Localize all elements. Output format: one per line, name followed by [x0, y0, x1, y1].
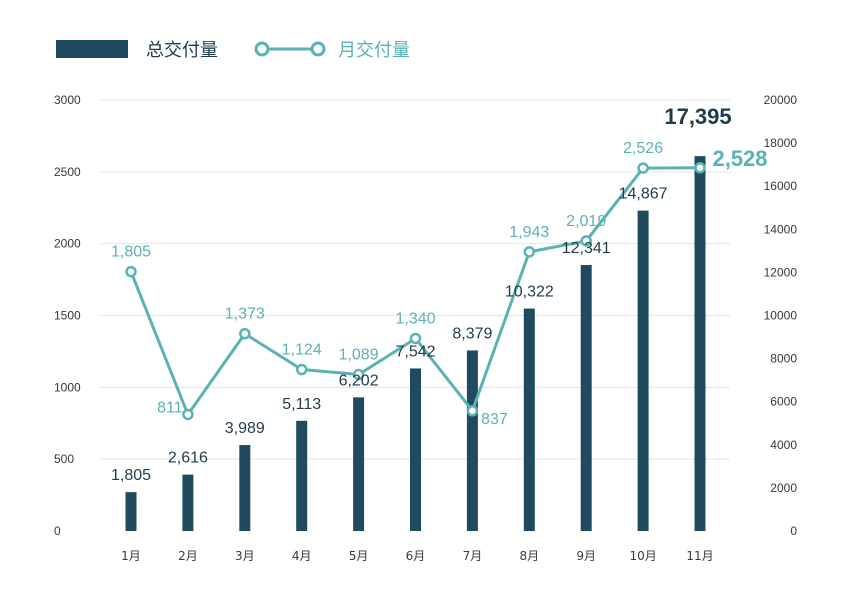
line-data-label: 1,805	[111, 244, 151, 261]
bar-data-label: 6,202	[339, 372, 379, 389]
left-tick-label: 0	[54, 524, 61, 538]
right-tick-label: 12000	[764, 265, 798, 279]
line-data-label: 811	[157, 399, 183, 416]
line-data-label: 2,526	[623, 140, 663, 157]
line-point	[295, 363, 308, 376]
bar-labels: 1,805 2,616 3,989 5,113 6,202 7,542 8,379 10,32…	[111, 104, 732, 484]
line-point	[523, 246, 536, 258]
line-data-label: 2,019	[566, 213, 606, 230]
right-tick-label: 18000	[764, 136, 798, 150]
x-tick-label: 9月	[576, 549, 596, 563]
x-tick-label: 7月	[463, 549, 483, 563]
line-labels: 1,805 811 1,373 1,124 1,089 1,340 837 1,943 2,01…	[111, 140, 768, 428]
bar	[637, 210, 649, 531]
right-tick-label: 16000	[764, 179, 798, 193]
bar-data-label: 12,341	[562, 240, 611, 257]
bar-data-label: 7,542	[395, 343, 435, 360]
right-tick-label: 2000	[770, 481, 797, 495]
bar	[694, 156, 706, 531]
x-tick-label: 6月	[406, 549, 426, 563]
line-point	[352, 368, 365, 381]
right-tick-label: 0	[790, 524, 797, 538]
right-tick-label: 10000	[764, 309, 798, 323]
bar	[239, 445, 251, 531]
line-point	[182, 408, 194, 421]
right-tick-label: 6000	[770, 395, 797, 409]
bar-data-label: 5,113	[282, 396, 321, 413]
left-tick-label: 1000	[54, 380, 81, 394]
line-point	[580, 235, 592, 247]
bar-series	[125, 156, 706, 531]
line-data-label: 1,340	[395, 310, 435, 327]
x-tick-label: 10月	[629, 549, 656, 563]
legend-bar-swatch	[56, 40, 128, 58]
bar-data-label: 10,322	[505, 284, 554, 301]
legend: 总交付量 月交付量	[56, 40, 410, 61]
line-data-label: 2,528	[712, 146, 767, 171]
line-point	[466, 405, 479, 417]
line-point	[694, 162, 706, 174]
bar	[523, 308, 535, 531]
bar-data-label: 14,867	[619, 186, 668, 203]
bar	[410, 368, 421, 531]
bar	[125, 492, 137, 531]
line-point	[637, 162, 649, 174]
x-tick-label: 11月	[686, 549, 713, 563]
line-data-label: 1,373	[225, 306, 265, 323]
line-series	[125, 162, 706, 421]
left-tick-label: 2000	[54, 237, 81, 251]
line-data-label: 1,943	[509, 224, 549, 241]
bar	[182, 474, 194, 531]
bar	[580, 265, 592, 531]
x-tick-label: 3月	[235, 549, 255, 563]
x-tick-label: 2月	[178, 549, 198, 563]
x-tick-label: 1月	[121, 549, 141, 563]
right-axis: 0 2000 4000 6000 8000 10000 12000 14000 16000 180…	[764, 93, 798, 538]
bar-data-label: 17,395	[664, 104, 731, 129]
right-tick-label: 20000	[764, 93, 798, 107]
line-data-label: 1,124	[282, 342, 322, 359]
bar-data-label: 1,805	[111, 467, 151, 484]
bar	[353, 397, 365, 531]
line-data-label: 837	[481, 411, 508, 428]
line-point	[409, 332, 422, 345]
left-axis: 0 500 1000 1500 2000 2500 3000	[54, 93, 81, 538]
line-point	[125, 265, 137, 278]
line-point	[239, 327, 251, 340]
bar	[466, 350, 478, 531]
left-tick-label: 500	[54, 452, 74, 466]
x-tick-label: 8月	[519, 549, 539, 563]
right-tick-label: 14000	[764, 222, 798, 236]
left-tick-label: 1500	[54, 309, 81, 323]
line-data-label: 1,089	[339, 347, 379, 364]
legend-bar-label: 总交付量	[146, 40, 218, 61]
left-tick-label: 2500	[54, 165, 81, 179]
x-tick-label: 4月	[292, 549, 312, 563]
legend-line-label: 月交付量	[338, 40, 410, 61]
bar-data-label: 3,989	[225, 420, 265, 437]
x-axis: 1月 2月 3月 4月 5月 6月 7月 8月 9月 10月 11月	[121, 549, 713, 563]
bar	[296, 420, 308, 531]
left-tick-label: 3000	[54, 93, 81, 107]
right-tick-label: 4000	[770, 438, 797, 452]
x-tick-label: 5月	[349, 549, 369, 563]
bar-data-label: 2,616	[168, 450, 208, 467]
right-tick-label: 8000	[770, 352, 797, 366]
bar-data-label: 8,379	[452, 325, 492, 342]
legend-line-marker-left	[254, 41, 270, 57]
legend-line-marker-right	[310, 41, 326, 57]
